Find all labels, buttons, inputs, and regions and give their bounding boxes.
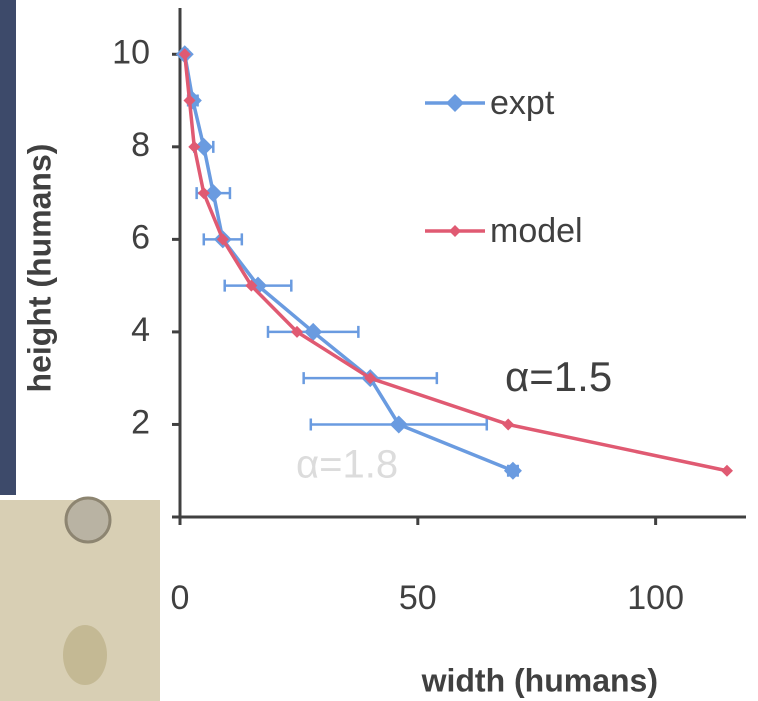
point <box>183 94 196 107</box>
x-axis-label: width (humans) <box>421 662 658 698</box>
photo-ornament <box>63 625 107 685</box>
legend-marker <box>449 225 461 237</box>
y-tick-label: 2 <box>131 403 150 441</box>
point <box>197 187 210 200</box>
photo-clock <box>64 496 112 544</box>
y-axis-label: height (humans) <box>21 144 57 393</box>
point <box>291 325 304 338</box>
point <box>194 137 213 156</box>
point <box>304 322 323 341</box>
point <box>389 415 408 434</box>
photo-strip <box>0 0 16 495</box>
x-tick-label: 0 <box>171 579 190 617</box>
legend-marker <box>446 94 464 112</box>
y-tick-label: 10 <box>112 33 150 71</box>
y-tick-label: 8 <box>131 126 150 164</box>
y-tick-label: 4 <box>131 311 150 349</box>
annotation: α=1.5 <box>505 353 612 400</box>
x-tick-label: 50 <box>399 579 437 617</box>
y-tick-label: 6 <box>131 218 150 256</box>
point <box>502 418 515 431</box>
series-line <box>183 54 728 473</box>
point <box>720 464 733 477</box>
point <box>364 372 377 385</box>
point <box>245 279 258 292</box>
point <box>178 48 191 61</box>
x-tick-label: 100 <box>627 579 684 617</box>
legend-label: expt <box>490 84 555 122</box>
annotation: α=1.8 <box>296 443 398 487</box>
point <box>503 461 522 480</box>
point <box>188 140 201 153</box>
point <box>204 184 223 203</box>
point <box>216 233 229 246</box>
series-line <box>183 53 514 473</box>
legend-label: model <box>490 212 583 250</box>
